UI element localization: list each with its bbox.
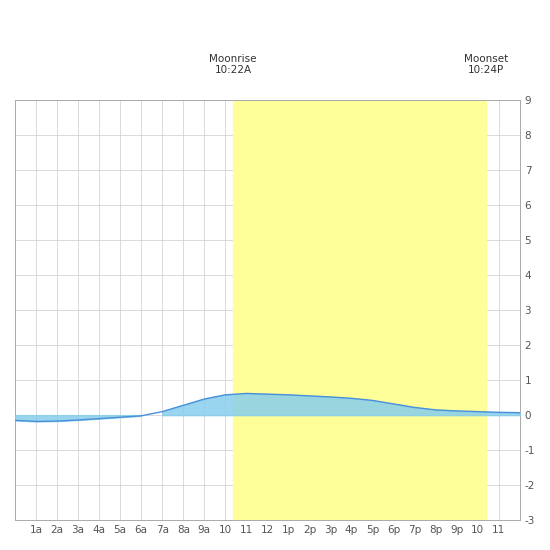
Text: Moonrise
10:22A: Moonrise 10:22A — [210, 53, 257, 75]
Bar — [233, 100, 486, 520]
Text: Moonset
10:24P: Moonset 10:24P — [464, 53, 508, 75]
